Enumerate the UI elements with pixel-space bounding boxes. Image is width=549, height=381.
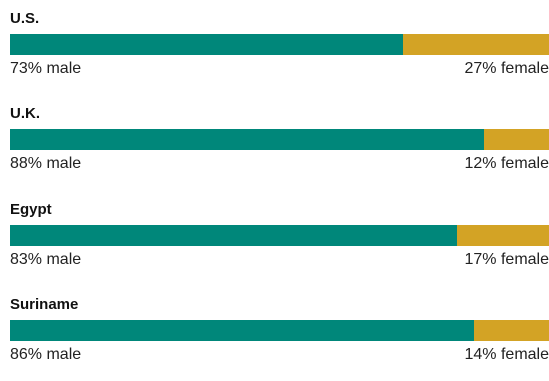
bar-segment-male <box>10 320 474 341</box>
chart-row: Egypt 83% male 17% female <box>10 201 549 286</box>
country-label: U.K. <box>10 105 40 122</box>
bar-segment-female <box>457 225 549 246</box>
female-percent-label: 27% female <box>465 60 549 78</box>
bar-segment-male <box>10 225 457 246</box>
female-percent-label: 17% female <box>465 251 549 269</box>
bar-segment-male <box>10 34 403 55</box>
stacked-bar <box>10 129 549 150</box>
male-percent-label: 73% male <box>10 60 81 78</box>
female-percent-label: 12% female <box>465 155 549 173</box>
male-percent-label: 86% male <box>10 346 81 364</box>
male-percent-label: 88% male <box>10 155 81 173</box>
stacked-bar <box>10 225 549 246</box>
female-percent-label: 14% female <box>465 346 549 364</box>
male-percent-label: 83% male <box>10 251 81 269</box>
country-label: U.S. <box>10 10 39 27</box>
bar-segment-female <box>484 129 549 150</box>
chart-row: U.S. 73% male 27% female <box>10 10 549 95</box>
bar-segment-female <box>403 34 549 55</box>
stacked-bar <box>10 34 549 55</box>
country-label: Suriname <box>10 296 78 313</box>
country-label: Egypt <box>10 201 52 218</box>
bar-segment-female <box>474 320 549 341</box>
stacked-bar-chart: U.S. 73% male 27% female U.K. 88% male 12% fe… <box>0 0 549 369</box>
chart-row: Suriname 86% male 14% female <box>10 296 549 381</box>
chart-row: U.K. 88% male 12% female <box>10 105 549 190</box>
stacked-bar <box>10 320 549 341</box>
bar-segment-male <box>10 129 484 150</box>
